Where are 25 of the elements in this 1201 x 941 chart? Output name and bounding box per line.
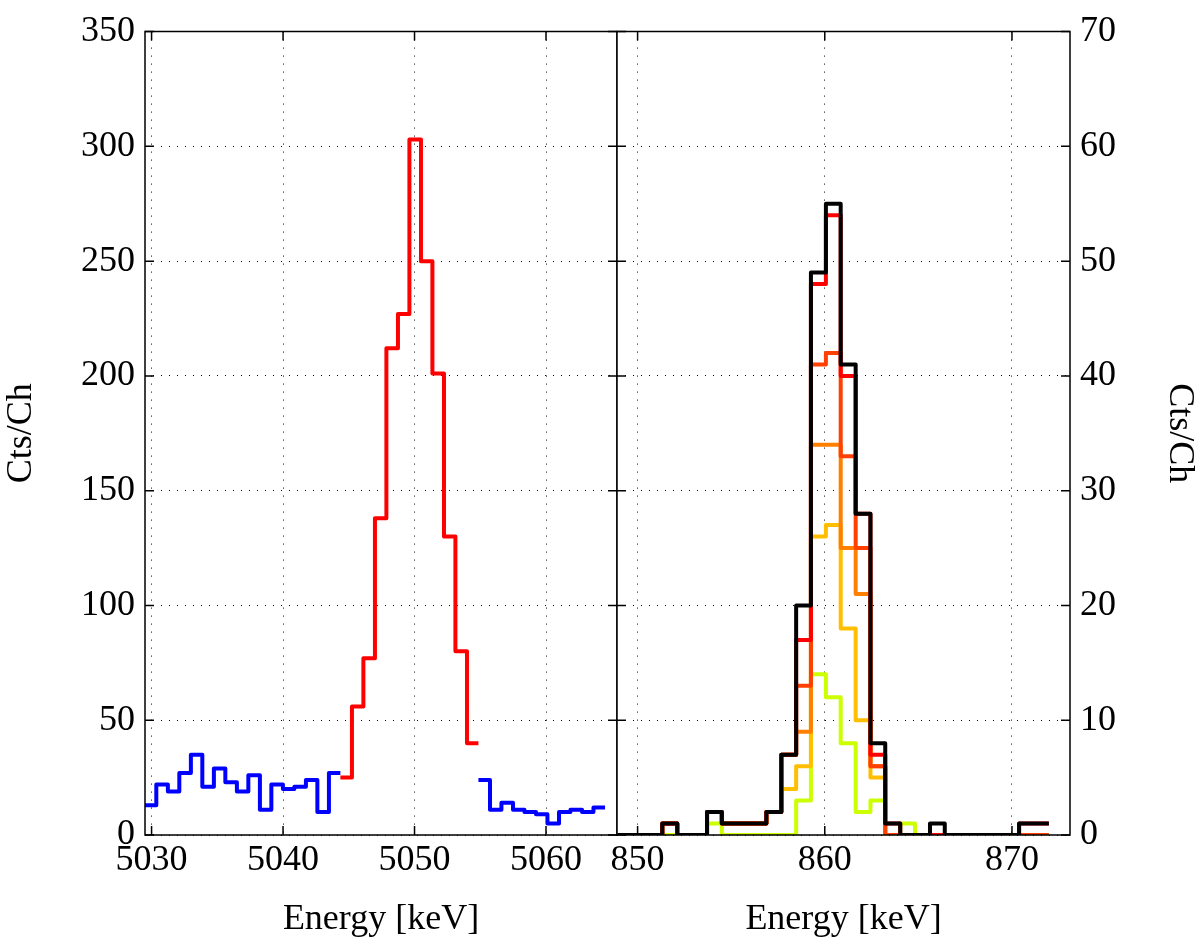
- x-tick-label: 5060: [510, 838, 582, 879]
- y2-axis-title: Cts/Ch: [1161, 383, 1201, 484]
- y-tick-label: 250: [81, 238, 135, 279]
- x-axis-title: Energy [keV]: [282, 896, 480, 937]
- y-tick-label: 100: [81, 582, 135, 623]
- y2-tick-label: 40: [1080, 353, 1116, 394]
- y2-tick-label: 50: [1080, 238, 1116, 279]
- y2-tick-label: 30: [1080, 468, 1116, 509]
- y2-tick-label: 0: [1080, 812, 1098, 853]
- y2-tick-label: 20: [1080, 582, 1116, 623]
- x-tick-label: 5040: [247, 838, 320, 879]
- x-tick-label: 860: [797, 838, 852, 879]
- y2-tick-label: 70: [1080, 9, 1116, 50]
- x-tick-label: 870: [984, 838, 1039, 879]
- y-tick-label: 300: [81, 123, 135, 164]
- y2-tick-label: 60: [1080, 123, 1116, 164]
- x-axis-title: Energy [keV]: [745, 896, 942, 937]
- y-tick-label: 200: [81, 353, 135, 394]
- y-tick-label: 50: [99, 697, 135, 738]
- y-axis-title: Cts/Ch: [0, 383, 40, 484]
- y-tick-label: 150: [81, 468, 135, 509]
- y2-tick-label: 10: [1080, 697, 1116, 738]
- x-tick-label: 5050: [378, 838, 451, 879]
- x-tick-label: 850: [610, 838, 665, 879]
- y-tick-label: 350: [81, 9, 135, 50]
